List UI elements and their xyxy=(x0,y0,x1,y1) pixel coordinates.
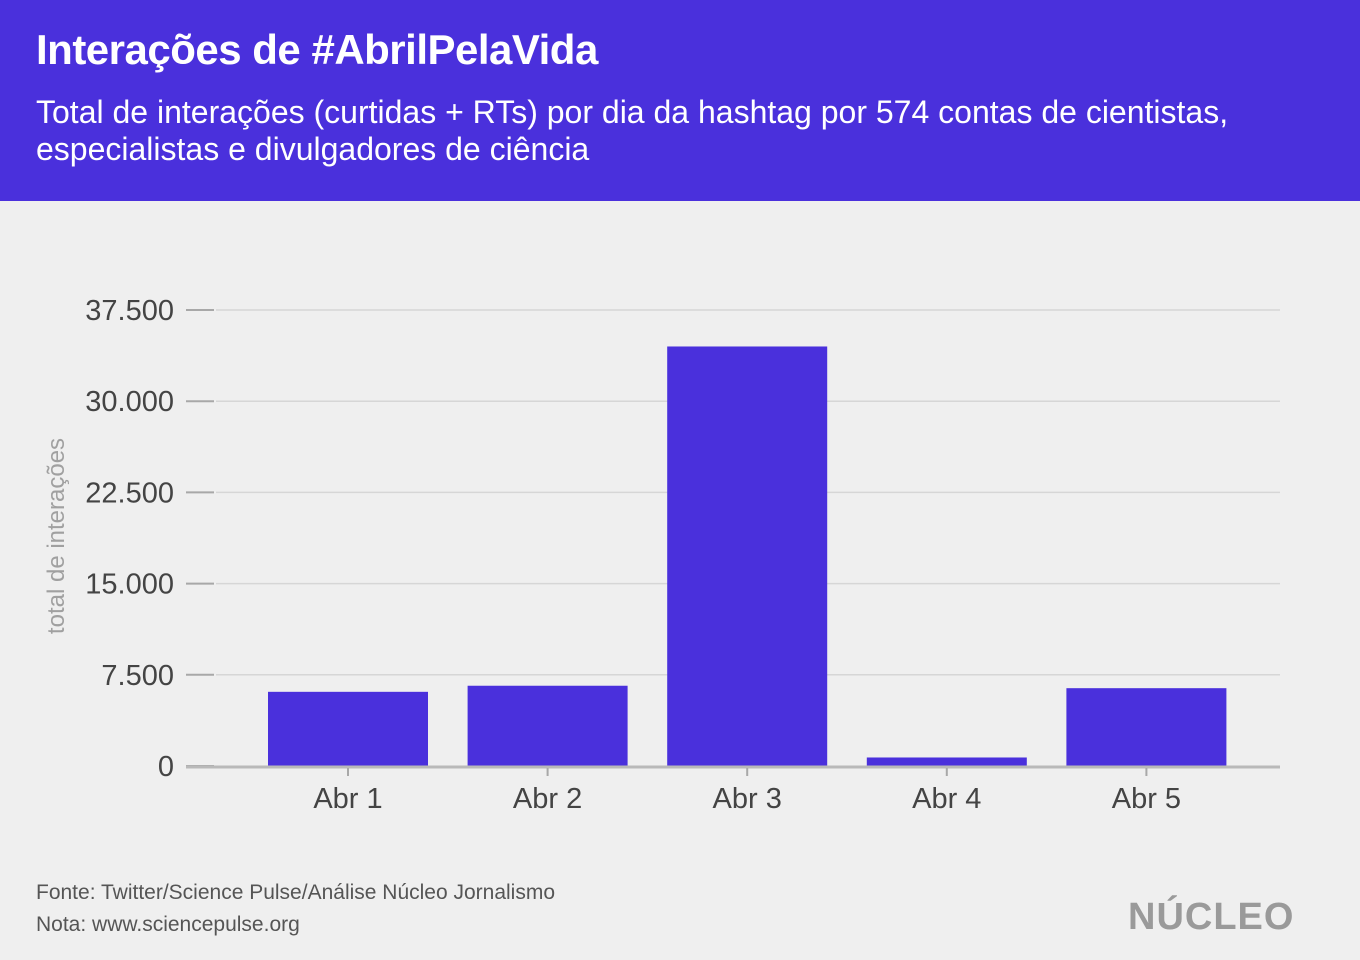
bar-chart: 0 7.500 15.000 22.500 30.000 37.500 total de i… xyxy=(43,295,1280,815)
bar-abr-2 xyxy=(467,685,628,766)
header-banner: Interações de #AbrilPelaVida Total de in… xyxy=(0,0,1360,201)
x-tick-label: Abr 3 xyxy=(713,783,782,815)
x-tick-label: Abr 2 xyxy=(513,783,582,815)
y-tick-label: 15.000 xyxy=(85,569,174,601)
y-tick-label: 30.000 xyxy=(85,386,174,418)
brand-logo: NÚCLEO xyxy=(1128,896,1295,938)
y-tick-label: 0 xyxy=(158,751,174,783)
chart-subtitle: Total de interações (curtidas + RTs) por… xyxy=(36,94,1229,167)
y-tick-label: 7.500 xyxy=(101,660,174,692)
y-axis-label: total de interações xyxy=(43,438,70,634)
chart-title: Interações de #AbrilPelaVida xyxy=(36,26,598,73)
y-tick-label: 22.500 xyxy=(85,477,174,509)
bar-abr-1 xyxy=(268,691,428,766)
bar-abr-5 xyxy=(1066,688,1227,766)
x-tick-label: Abr 4 xyxy=(912,783,981,815)
x-tick-label: Abr 1 xyxy=(313,783,382,815)
y-tick-label: 37.500 xyxy=(85,295,174,327)
bar-abr-4 xyxy=(866,757,1027,766)
bar-abr-3 xyxy=(667,346,828,766)
source-note: Fonte: Twitter/Science Pulse/Análise Núc… xyxy=(36,881,556,904)
x-tick-label: Abr 5 xyxy=(1112,783,1181,815)
chart-area: 0 7.500 15.000 22.500 30.000 37.500 total de i… xyxy=(0,201,1360,841)
note-text: Nota: www.sciencepulse.org xyxy=(36,913,300,936)
